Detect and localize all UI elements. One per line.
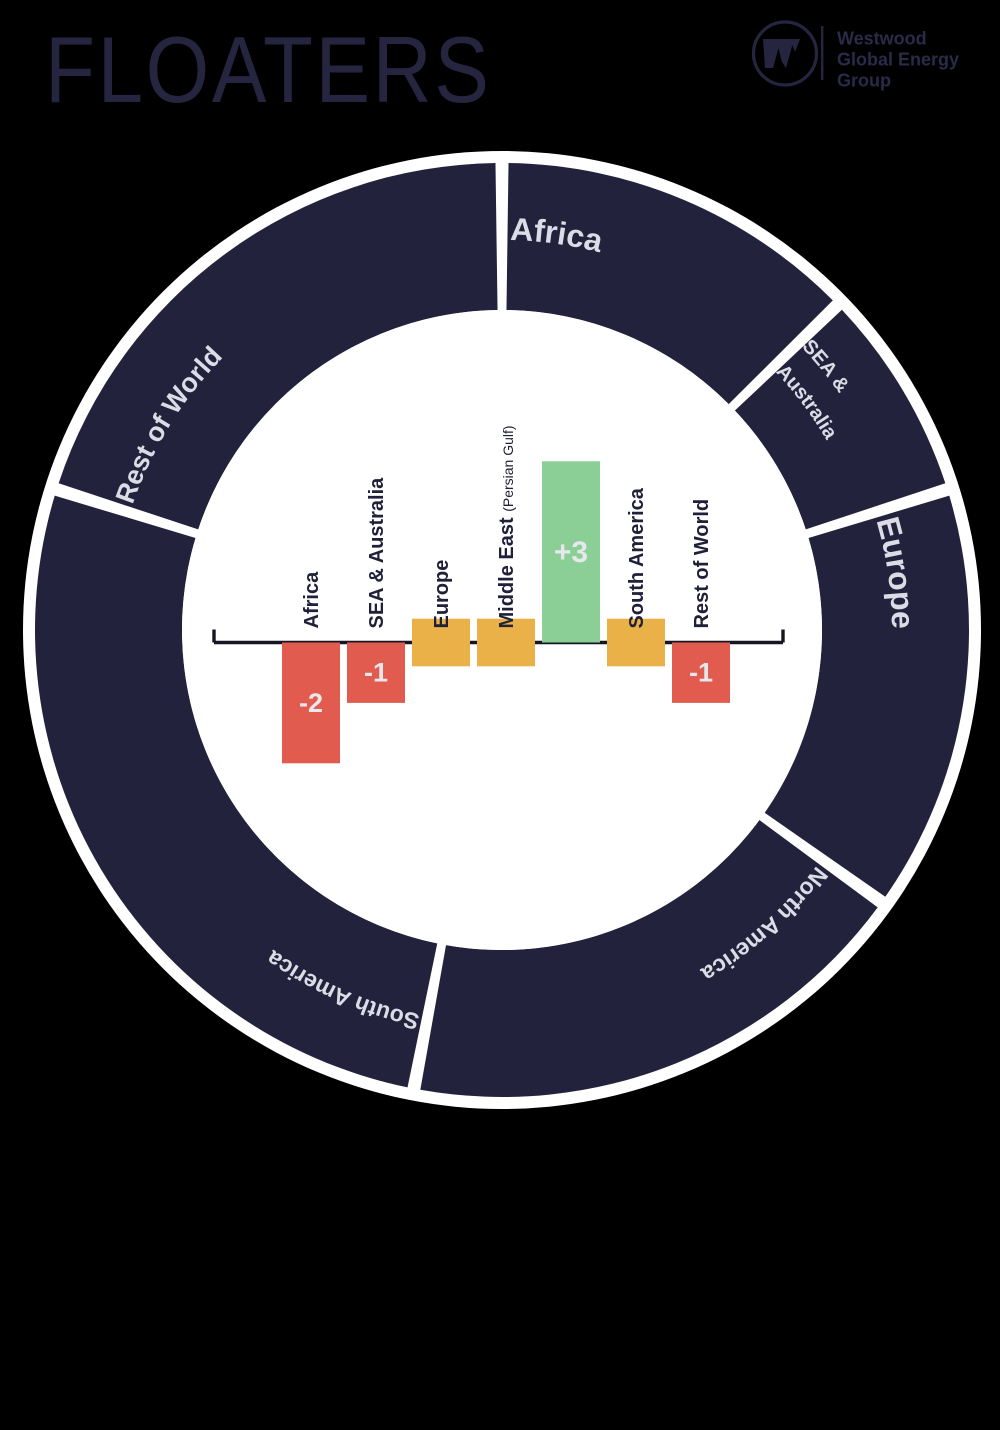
svg-text:Europe: Europe bbox=[431, 560, 453, 629]
svg-text:South America: South America bbox=[626, 487, 648, 628]
svg-text:-1: -1 bbox=[364, 658, 388, 688]
svg-text:SEA & Australia: SEA & Australia bbox=[366, 477, 388, 629]
svg-text:-1: -1 bbox=[689, 658, 713, 688]
svg-text:Rest of World: Rest of World bbox=[691, 499, 713, 629]
svg-text:Africa: Africa bbox=[301, 571, 323, 629]
svg-text:-2: -2 bbox=[299, 688, 323, 718]
svg-text:+3: +3 bbox=[554, 536, 588, 569]
svg-text:Middle East (Persian Gulf): Middle East (Persian Gulf) bbox=[496, 425, 518, 628]
